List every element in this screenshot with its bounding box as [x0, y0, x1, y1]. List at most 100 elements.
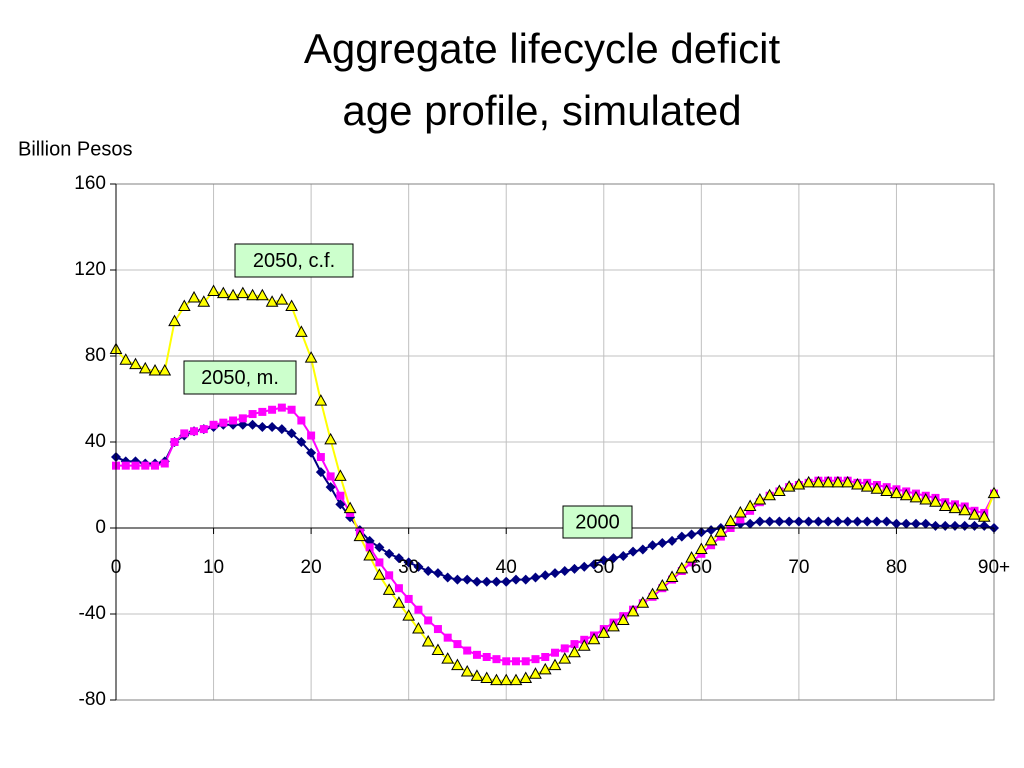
point	[686, 529, 697, 540]
point	[382, 583, 396, 595]
point	[257, 421, 268, 432]
point	[821, 475, 835, 488]
point	[862, 516, 873, 527]
point	[734, 505, 747, 518]
point	[414, 605, 423, 614]
point	[219, 418, 228, 427]
point	[987, 486, 1001, 499]
point	[246, 288, 259, 301]
point	[258, 407, 267, 416]
point	[452, 574, 463, 585]
point	[226, 288, 240, 301]
point	[948, 501, 962, 514]
point	[958, 503, 972, 516]
point	[881, 516, 892, 527]
point	[413, 561, 424, 572]
point	[541, 653, 550, 661]
x-tick-label: 20	[301, 557, 322, 578]
point	[343, 501, 357, 514]
point	[597, 626, 611, 638]
point	[763, 488, 776, 501]
point	[482, 653, 491, 661]
point	[238, 414, 247, 423]
point	[431, 643, 445, 656]
point	[832, 516, 843, 527]
point	[802, 475, 815, 488]
y-tick-label: -40	[79, 603, 106, 624]
point	[587, 632, 601, 645]
point	[655, 579, 669, 591]
point	[236, 286, 250, 299]
point	[870, 482, 884, 494]
point	[375, 558, 384, 567]
point	[307, 431, 316, 440]
annotation: 2050, c.f.	[253, 250, 335, 272]
point	[304, 351, 318, 363]
point	[324, 432, 337, 445]
point	[657, 538, 668, 549]
point	[773, 484, 786, 496]
point	[646, 587, 659, 600]
point	[628, 546, 639, 557]
point	[412, 622, 425, 634]
point	[336, 491, 345, 500]
point	[743, 499, 757, 511]
point	[851, 477, 864, 490]
point	[306, 447, 317, 458]
point	[168, 314, 181, 327]
annotation: 2000	[575, 511, 620, 533]
point	[618, 550, 629, 561]
point	[502, 657, 511, 666]
x-tick-label: 60	[691, 557, 712, 578]
point	[558, 652, 572, 664]
point	[675, 561, 689, 574]
point	[626, 604, 640, 617]
point	[297, 416, 306, 425]
point	[538, 662, 552, 675]
point	[402, 609, 416, 621]
point	[949, 520, 960, 531]
chart-title: Aggregate lifecycle deficit	[304, 25, 781, 72]
point	[793, 516, 804, 527]
point	[569, 563, 580, 574]
chart-title: age profile, simulated	[342, 87, 741, 134]
point	[724, 514, 737, 527]
point	[442, 572, 453, 583]
point	[255, 288, 269, 301]
point	[551, 648, 559, 657]
point	[667, 535, 678, 546]
point	[929, 495, 942, 507]
point	[471, 576, 482, 587]
point	[812, 475, 825, 488]
point	[470, 669, 484, 681]
point	[891, 518, 902, 529]
point	[463, 646, 472, 655]
series-line	[115, 423, 995, 583]
point	[384, 548, 395, 559]
point	[275, 293, 289, 305]
point	[276, 424, 287, 435]
point	[180, 429, 189, 438]
point	[268, 405, 277, 414]
point	[325, 482, 336, 493]
point	[403, 557, 414, 568]
point	[138, 361, 152, 374]
point	[472, 650, 481, 659]
point	[170, 438, 179, 446]
point	[899, 488, 913, 501]
x-tick-label: 50	[593, 557, 614, 578]
y-tick-label: 80	[85, 345, 106, 366]
point	[823, 516, 834, 527]
series-line	[115, 290, 995, 682]
point	[940, 520, 951, 531]
point	[433, 625, 442, 634]
point	[267, 421, 278, 432]
annotation-box	[183, 360, 297, 395]
point	[607, 619, 620, 632]
point	[706, 525, 717, 536]
point	[501, 576, 512, 587]
point	[979, 520, 990, 531]
point	[190, 427, 199, 436]
point	[511, 657, 520, 666]
